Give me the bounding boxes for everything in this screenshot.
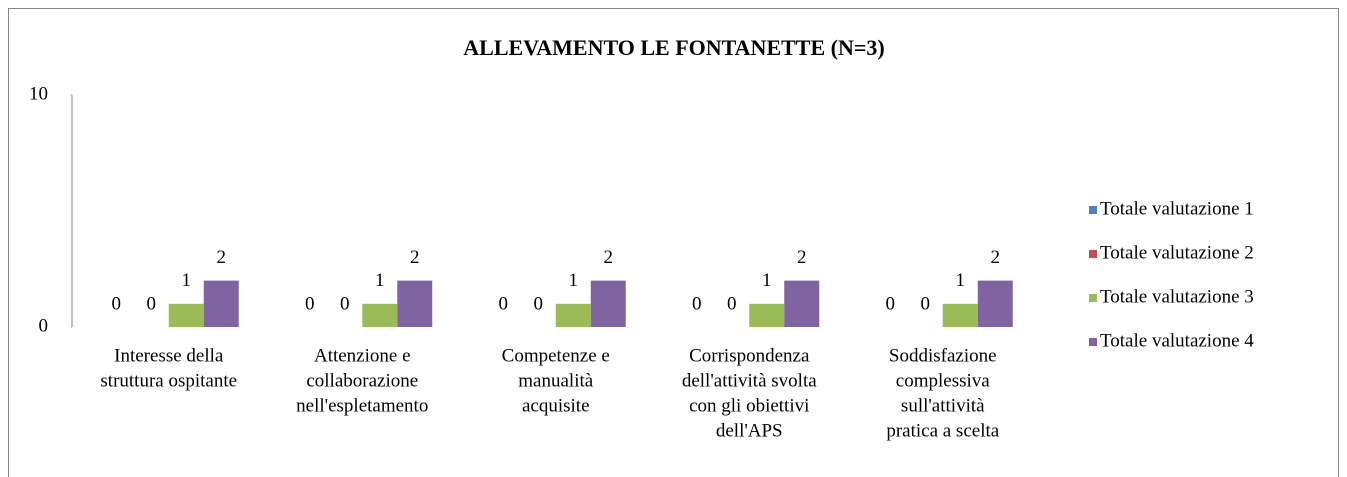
bar — [784, 280, 820, 327]
bar — [977, 280, 1013, 327]
x-tick-label: dell'attività svolta — [682, 370, 817, 391]
bar — [168, 303, 204, 327]
value-label: 0 — [112, 293, 122, 314]
bar — [942, 303, 978, 327]
x-tick-label: struttura ospitante — [100, 370, 237, 391]
x-tick-label: manualità — [518, 370, 593, 391]
value-label: 1 — [762, 270, 772, 291]
legend-swatch — [1089, 338, 1097, 346]
value-label: 1 — [569, 270, 579, 291]
y-tick-label: 0 — [39, 315, 49, 336]
value-label: 2 — [991, 247, 1001, 268]
value-label: 0 — [886, 293, 896, 314]
x-tick-label: sull'attività — [901, 395, 985, 416]
y-tick-label: 10 — [29, 83, 48, 104]
value-label: 0 — [147, 293, 157, 314]
legend-label: Totale valutazione 1 — [1100, 198, 1254, 219]
value-label: 0 — [692, 293, 702, 314]
value-label: 0 — [305, 293, 315, 314]
value-label: 0 — [534, 293, 544, 314]
legend-label: Totale valutazione 3 — [1100, 286, 1254, 307]
bar — [203, 280, 239, 327]
bar — [749, 303, 785, 327]
value-label: 0 — [921, 293, 931, 314]
bar — [590, 280, 626, 327]
x-tick-label: Corrispondenza — [689, 345, 810, 366]
x-tick-label: Attenzione e — [314, 345, 411, 366]
value-label: 0 — [727, 293, 737, 314]
value-label: 0 — [340, 293, 350, 314]
x-tick-label: collaborazione — [306, 370, 418, 391]
value-label: 2 — [217, 247, 227, 268]
legend-label: Totale valutazione 2 — [1100, 242, 1254, 263]
value-label: 2 — [797, 247, 807, 268]
x-tick-label: con gli obiettivi — [689, 395, 809, 416]
legend-label: Totale valutazione 4 — [1100, 330, 1254, 351]
chart-title: ALLEVAMENTO LE FONTANETTE (N=3) — [463, 35, 884, 60]
value-label: 1 — [182, 270, 192, 291]
bar — [362, 303, 398, 327]
x-tick-label: complessiva — [896, 370, 990, 391]
x-tick-label: Interesse della — [114, 345, 224, 366]
bar — [397, 280, 433, 327]
value-label: 1 — [375, 270, 385, 291]
x-tick-label: acquisite — [522, 395, 590, 416]
x-tick-label: Competenze e — [502, 345, 610, 366]
value-label: 2 — [410, 247, 420, 268]
value-label: 0 — [499, 293, 509, 314]
legend-swatch — [1089, 294, 1097, 302]
x-tick-label: dell'APS — [716, 420, 783, 441]
x-tick-label: nell'espletamento — [296, 395, 428, 416]
x-tick-label: pratica a scelta — [886, 420, 999, 441]
x-tick-label: Soddisfazione — [889, 345, 997, 366]
legend-swatch — [1089, 250, 1097, 258]
legend-swatch — [1089, 206, 1097, 214]
value-label: 2 — [604, 247, 614, 268]
value-label: 1 — [956, 270, 966, 291]
bar — [555, 303, 591, 327]
chart-border — [8, 8, 1339, 477]
